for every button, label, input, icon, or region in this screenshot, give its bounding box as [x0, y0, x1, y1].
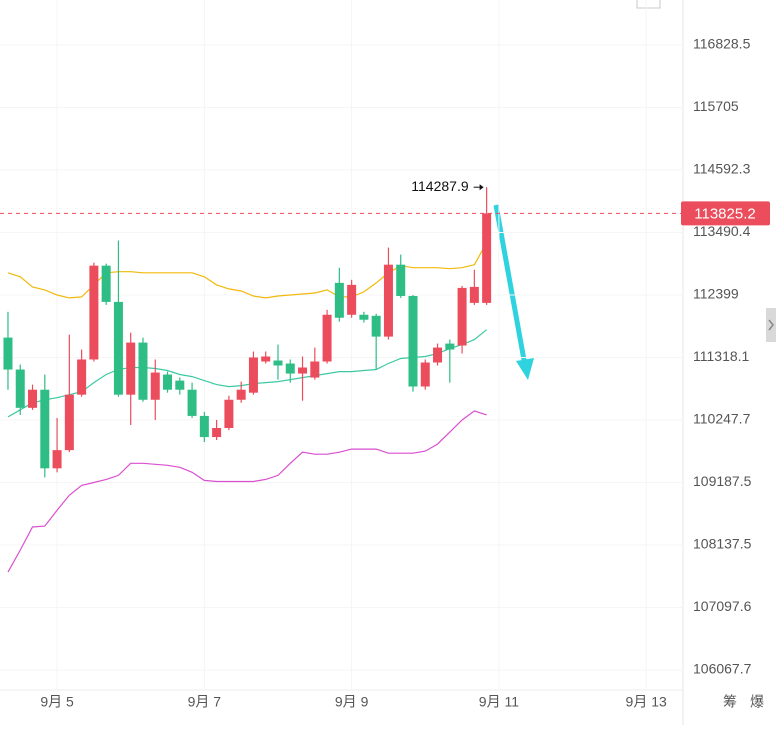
candle-body: [383, 264, 393, 337]
candle-body: [236, 389, 246, 400]
y-tick-label: 115705: [693, 98, 739, 114]
x-tick-label: 9月 11: [479, 694, 519, 710]
y-tick-label: 113490.4: [693, 223, 751, 239]
candle-body: [433, 347, 443, 363]
candle-body: [28, 389, 38, 408]
candle-body: [310, 361, 320, 378]
candle-body: [248, 357, 258, 393]
candle-body: [347, 284, 357, 315]
arrow-shaft: [493, 204, 527, 361]
candle-body: [298, 367, 308, 374]
y-tick-label: 112399: [693, 286, 739, 302]
high-pointer-head: [479, 184, 484, 191]
y-tick-label: 110247.7: [693, 411, 751, 427]
arrow-head: [516, 358, 534, 380]
y-tick-label: 109187.5: [693, 473, 752, 489]
candle-body: [187, 389, 197, 416]
candle-body: [457, 287, 467, 346]
candle-body: [126, 342, 136, 395]
candle-body: [408, 295, 418, 387]
side-tab-chevron: [768, 319, 774, 331]
candle-body: [3, 337, 13, 370]
toolbar-button[interactable]: 筹: [723, 694, 737, 710]
candle-body: [482, 213, 492, 303]
candle-body: [113, 301, 123, 395]
candle-body: [334, 282, 344, 318]
candle-body: [261, 356, 271, 362]
candle-body: [212, 428, 222, 438]
high-price-label: 114287.9: [411, 178, 469, 194]
trend-arrow: [493, 204, 534, 380]
candle-body: [163, 374, 173, 390]
top-button[interactable]: [636, 0, 661, 9]
candle-body: [445, 343, 455, 350]
moving-average-line: [7, 329, 487, 418]
candle-body: [224, 399, 234, 429]
last-price-box: [681, 201, 770, 226]
y-tick-label: 111318.1: [693, 348, 750, 364]
moving-average-line: [7, 242, 488, 299]
candle-body: [15, 369, 25, 408]
y-tick-label: 114592.3: [693, 161, 751, 177]
candle-body: [273, 360, 283, 366]
candle-body: [371, 315, 381, 337]
last-price-label: 113825.2: [694, 205, 755, 222]
candle-body: [40, 389, 50, 469]
candle-body: [359, 314, 369, 320]
y-tick-label: 116828.5: [693, 36, 751, 52]
x-tick-label: 9月 9: [335, 694, 369, 710]
candle-body: [396, 264, 406, 296]
y-tick-label: 108137.5: [693, 536, 752, 552]
candle-body: [175, 380, 185, 390]
candle-body: [150, 372, 160, 400]
moving-average-line: [7, 410, 487, 573]
toolbar-button[interactable]: 爆: [750, 694, 764, 710]
x-tick-label: 9月 7: [188, 694, 222, 710]
candle-body: [101, 265, 111, 302]
candle-body: [285, 363, 295, 374]
y-tick-label: 106067.7: [693, 661, 752, 677]
candle-body: [199, 415, 209, 438]
candle-body: [469, 286, 479, 303]
candle-body: [64, 394, 74, 451]
side-tab[interactable]: [766, 308, 776, 342]
candle-body: [420, 362, 430, 387]
x-tick-label: 9月 13: [626, 694, 667, 710]
x-tick-label: 9月 5: [40, 694, 74, 710]
candle-body: [322, 314, 332, 362]
y-tick-label: 107097.6: [693, 598, 752, 614]
candle-body: [52, 450, 62, 469]
candle-body: [138, 342, 148, 400]
candle-body: [89, 265, 99, 360]
candle-body: [77, 359, 87, 395]
